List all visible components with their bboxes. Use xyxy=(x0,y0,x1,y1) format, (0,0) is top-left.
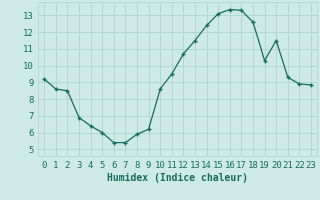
X-axis label: Humidex (Indice chaleur): Humidex (Indice chaleur) xyxy=(107,173,248,183)
